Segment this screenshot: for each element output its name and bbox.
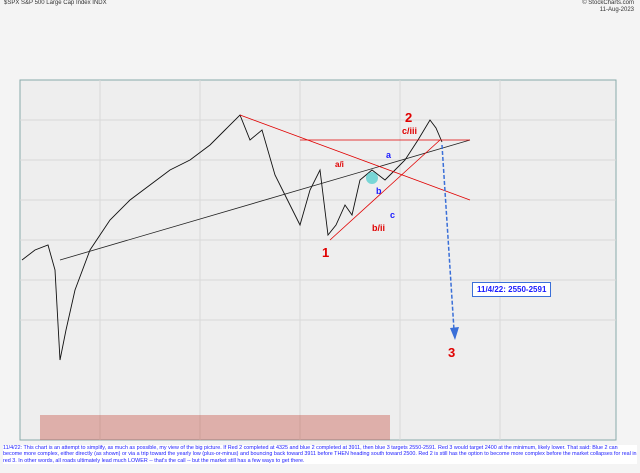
price-line xyxy=(21,114,443,361)
wave-label: a/i xyxy=(335,160,344,169)
arrow-head xyxy=(450,327,459,340)
projection-arrow xyxy=(441,144,455,331)
watermark: © StockCharts.com xyxy=(582,0,634,6)
wave-label: c/iii xyxy=(402,126,418,136)
symbol: $SPX S&P 500 Large Cap Index INDX xyxy=(4,0,107,6)
trend-line xyxy=(59,139,471,261)
volume xyxy=(40,415,390,440)
red-trend-line xyxy=(239,114,471,201)
wave-label: b xyxy=(376,186,382,196)
wave-label: c xyxy=(390,210,396,220)
date: 11-Aug-2023 xyxy=(599,7,634,13)
wave-label: b/ii xyxy=(372,223,385,233)
footnote: 11/4/22: This chart is an attempt to sim… xyxy=(3,445,637,465)
red-trend-line xyxy=(329,139,441,241)
plot-area xyxy=(19,79,617,441)
wave-label: 3 xyxy=(448,345,456,360)
wave-label: 2 xyxy=(405,110,413,125)
callout: 11/4/22: 2550-2591 xyxy=(472,282,552,297)
inflection-zone xyxy=(366,172,378,184)
wave-label: 1 xyxy=(322,245,330,260)
wave-label: a xyxy=(386,150,392,160)
